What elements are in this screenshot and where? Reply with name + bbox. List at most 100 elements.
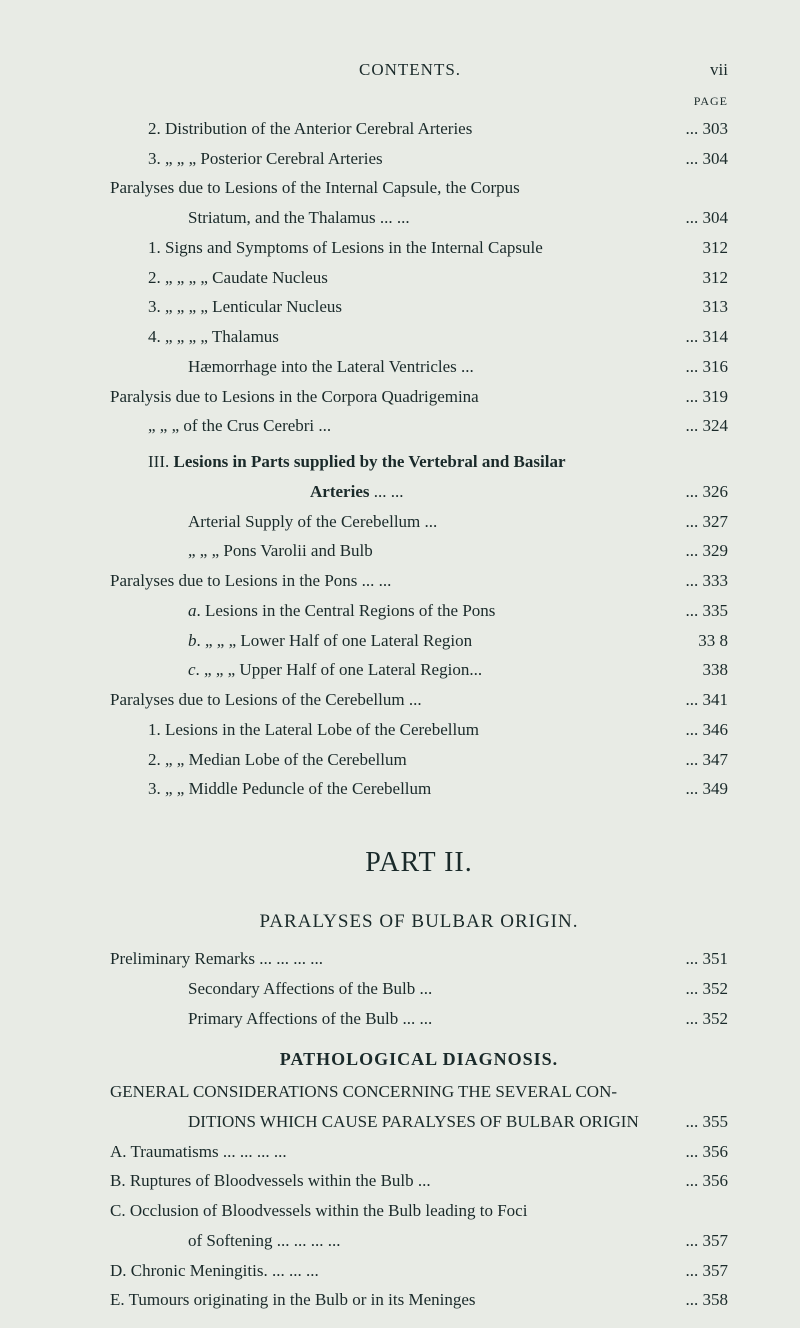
toc-entry-text: Preliminary Remarks ... ... ... ... bbox=[110, 944, 686, 974]
toc-entry-text: 4. „ „ „ „ Thalamus bbox=[110, 322, 686, 352]
toc-entry-page: ... 352 bbox=[686, 974, 729, 1004]
toc-entry: B. Ruptures of Bloodvessels within the B… bbox=[110, 1166, 728, 1196]
toc-entry: Paralysis due to Lesions in the Corpora … bbox=[110, 382, 728, 412]
section-iii-page: ... 326 bbox=[686, 477, 729, 507]
toc-entry-text: Paralyses due to Lesions in the Pons ...… bbox=[110, 566, 686, 596]
toc-entry-page: ... 346 bbox=[686, 715, 729, 745]
section-iii-heading: III. Lesions in Parts supplied by the Ve… bbox=[110, 447, 728, 507]
section-iii-dots: ... ... bbox=[369, 482, 403, 501]
toc-entry: 2. Distribution of the Anterior Cerebral… bbox=[110, 114, 728, 144]
toc-entry-page: ... 355 bbox=[686, 1107, 729, 1137]
toc-entry-text: of Softening ... ... ... ... bbox=[110, 1226, 686, 1256]
toc-entry-text: Paralysis due to Lesions in the Corpora … bbox=[110, 382, 686, 412]
toc-entry: a. Lesions in the Central Regions of the… bbox=[110, 596, 728, 626]
toc-entry-text: Hæmorrhage into the Lateral Ventricles .… bbox=[110, 352, 686, 382]
toc-entry-text: 2. Distribution of the Anterior Cerebral… bbox=[110, 114, 686, 144]
part-ii-title: PART II. bbox=[110, 838, 728, 887]
toc-entry-page: ... 304 bbox=[686, 144, 729, 174]
toc-entry-text: Paralyses due to Lesions of the Cerebell… bbox=[110, 685, 686, 715]
toc-entry-page: ... 314 bbox=[686, 322, 729, 352]
toc-entry-text: E. Tumours originating in the Bulb or in… bbox=[110, 1285, 686, 1315]
toc-entry-text: Paralyses due to Lesions of the Internal… bbox=[110, 173, 728, 203]
toc-entry-page: ... 352 bbox=[686, 1004, 729, 1034]
toc-entry-page: 33 8 bbox=[698, 626, 728, 656]
page-column-label: PAGE bbox=[110, 91, 728, 112]
toc-block-3: Preliminary Remarks ... ... ... ...... 3… bbox=[110, 944, 728, 1033]
toc-entry-text: 3. „ „ „ Posterior Cerebral Arteries bbox=[110, 144, 686, 174]
toc-block-4: GENERAL CONSIDERATIONS CONCERNING THE SE… bbox=[110, 1077, 728, 1315]
section-iii-text: III. Lesions in Parts supplied by the Ve… bbox=[148, 447, 566, 507]
toc-block-2: Arterial Supply of the Cerebellum ......… bbox=[110, 507, 728, 805]
toc-entry: Paralyses due to Lesions in the Pons ...… bbox=[110, 566, 728, 596]
toc-entry-text: b. „ „ „ Lower Half of one Lateral Regio… bbox=[110, 626, 698, 656]
toc-entry: b. „ „ „ Lower Half of one Lateral Regio… bbox=[110, 626, 728, 656]
toc-entry: 3. „ „ Middle Peduncle of the Cerebellum… bbox=[110, 774, 728, 804]
toc-entry-page: ... 329 bbox=[686, 536, 729, 566]
toc-entry-page: ... 347 bbox=[686, 745, 729, 775]
toc-entry: Arterial Supply of the Cerebellum ......… bbox=[110, 507, 728, 537]
toc-entry-text: 1. Lesions in the Lateral Lobe of the Ce… bbox=[110, 715, 686, 745]
pathological-diagnosis-title: PATHOLOGICAL DIAGNOSIS. bbox=[110, 1044, 728, 1076]
toc-entry-page: ... 356 bbox=[686, 1166, 729, 1196]
toc-entry-page: ... 316 bbox=[686, 352, 729, 382]
toc-entry: E. Tumours originating in the Bulb or in… bbox=[110, 1285, 728, 1315]
toc-entry-page: ... 357 bbox=[686, 1226, 729, 1256]
toc-entry: 1. Lesions in the Lateral Lobe of the Ce… bbox=[110, 715, 728, 745]
toc-entry-text: B. Ruptures of Bloodvessels within the B… bbox=[110, 1166, 686, 1196]
page-header: CONTENTS. vii bbox=[110, 55, 728, 85]
toc-entry-text: Arterial Supply of the Cerebellum ... bbox=[110, 507, 686, 537]
toc-entry-text: Secondary Affections of the Bulb ... bbox=[110, 974, 686, 1004]
toc-entry-page: ... 351 bbox=[686, 944, 729, 974]
toc-entry: D. Chronic Meningitis. ... ... ...... 35… bbox=[110, 1256, 728, 1286]
toc-entry-page: ... 304 bbox=[686, 203, 729, 233]
toc-entry-page: ... 357 bbox=[686, 1256, 729, 1286]
toc-entry: Preliminary Remarks ... ... ... ...... 3… bbox=[110, 944, 728, 974]
toc-entry: of Softening ... ... ... ...... 357 bbox=[110, 1226, 728, 1256]
toc-entry: „ „ „ of the Crus Cerebri ...... 324 bbox=[110, 411, 728, 441]
toc-entry-page: ... 356 bbox=[686, 1137, 729, 1167]
toc-entry-text: c. „ „ „ Upper Half of one Lateral Regio… bbox=[110, 655, 703, 685]
toc-entry-page: 313 bbox=[703, 292, 729, 322]
toc-entry: 3. „ „ „ Posterior Cerebral Arteries... … bbox=[110, 144, 728, 174]
toc-entry: 4. „ „ „ „ Thalamus... 314 bbox=[110, 322, 728, 352]
toc-entry: Primary Affections of the Bulb ... .....… bbox=[110, 1004, 728, 1034]
page-roman: vii bbox=[710, 55, 728, 85]
toc-entry: „ „ „ Pons Varolii and Bulb... 329 bbox=[110, 536, 728, 566]
toc-entry: 2. „ „ „ „ Caudate Nucleus312 bbox=[110, 263, 728, 293]
toc-entry-text: „ „ „ of the Crus Cerebri ... bbox=[110, 411, 686, 441]
toc-entry: 1. Signs and Symptoms of Lesions in the … bbox=[110, 233, 728, 263]
toc-entry-text: „ „ „ Pons Varolii and Bulb bbox=[110, 536, 686, 566]
toc-entry-text: D. Chronic Meningitis. ... ... ... bbox=[110, 1256, 686, 1286]
toc-entry: DITIONS WHICH CAUSE PARALYSES OF BULBAR … bbox=[110, 1107, 728, 1137]
part-ii-section: PARALYSES OF BULBAR ORIGIN. bbox=[110, 905, 728, 938]
toc-entry-text: A. Traumatisms ... ... ... ... bbox=[110, 1137, 686, 1167]
toc-entry-page: ... 349 bbox=[686, 774, 729, 804]
toc-entry-text: 1. Signs and Symptoms of Lesions in the … bbox=[110, 233, 703, 263]
toc-entry-page: ... 303 bbox=[686, 114, 729, 144]
toc-entry-page: 338 bbox=[703, 655, 729, 685]
toc-entry-text: Primary Affections of the Bulb ... ... bbox=[110, 1004, 686, 1034]
section-iii-bold1: Lesions in Parts supplied by the Vertebr… bbox=[173, 452, 565, 471]
toc-entry-page: ... 333 bbox=[686, 566, 729, 596]
toc-entry: 2. „ „ Median Lobe of the Cerebellum... … bbox=[110, 745, 728, 775]
toc-block-1: 2. Distribution of the Anterior Cerebral… bbox=[110, 114, 728, 441]
section-iii-bold2: Arteries bbox=[310, 482, 369, 501]
toc-entry-text: a. Lesions in the Central Regions of the… bbox=[110, 596, 686, 626]
toc-entry-page: 312 bbox=[703, 263, 729, 293]
toc-entry-text: GENERAL CONSIDERATIONS CONCERNING THE SE… bbox=[110, 1077, 728, 1107]
toc-entry-page: ... 327 bbox=[686, 507, 729, 537]
toc-entry: c. „ „ „ Upper Half of one Lateral Regio… bbox=[110, 655, 728, 685]
toc-entry-text: 3. „ „ Middle Peduncle of the Cerebellum bbox=[110, 774, 686, 804]
contents-title: CONTENTS. bbox=[359, 55, 461, 85]
toc-entry: Paralyses due to Lesions of the Cerebell… bbox=[110, 685, 728, 715]
toc-entry-text: Striatum, and the Thalamus ... ... bbox=[110, 203, 686, 233]
toc-entry: Paralyses due to Lesions of the Internal… bbox=[110, 173, 728, 203]
toc-entry-page: ... 324 bbox=[686, 411, 729, 441]
toc-entry: Striatum, and the Thalamus ... ...... 30… bbox=[110, 203, 728, 233]
toc-entry-page: ... 335 bbox=[686, 596, 729, 626]
toc-entry-page: ... 319 bbox=[686, 382, 729, 412]
section-iii-prefix: III. bbox=[148, 452, 173, 471]
toc-entry-text: 2. „ „ Median Lobe of the Cerebellum bbox=[110, 745, 686, 775]
toc-entry-text: DITIONS WHICH CAUSE PARALYSES OF BULBAR … bbox=[110, 1107, 686, 1137]
toc-entry: Secondary Affections of the Bulb ...... … bbox=[110, 974, 728, 1004]
